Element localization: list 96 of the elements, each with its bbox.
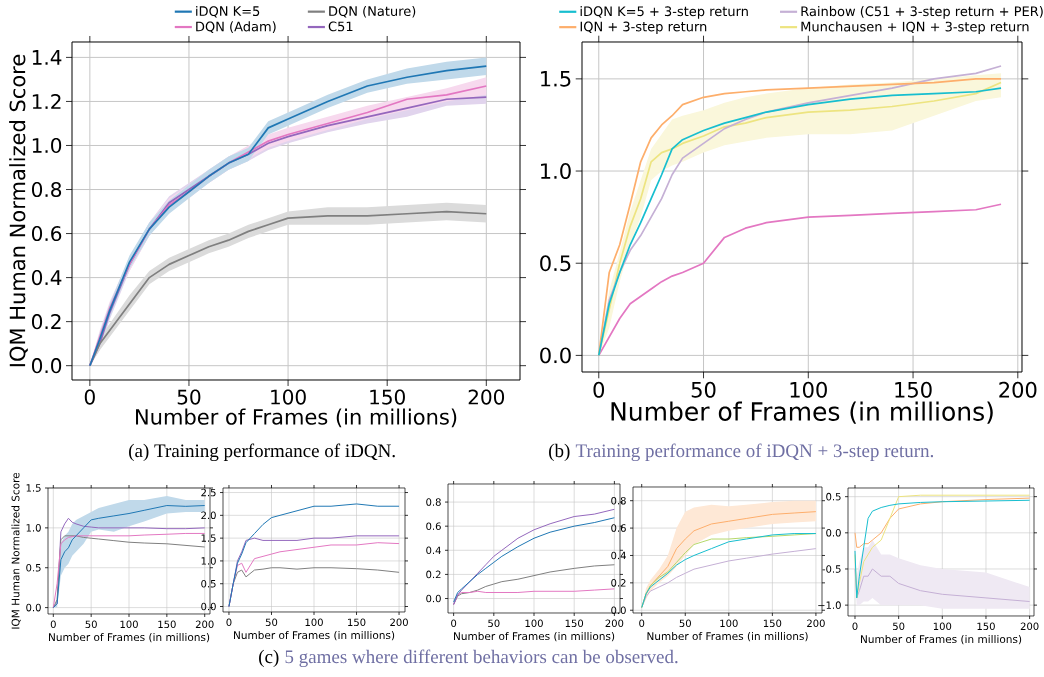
text: (c): [259, 649, 279, 668]
x-axis-title: Number of Frames (in millions): [611, 401, 993, 424]
y-axis-title: IQM Human Normalized Score: [11, 472, 21, 629]
y-tick-label: 0.0: [26, 603, 41, 612]
x-tick-label: 200: [390, 618, 408, 627]
y-tick-label: 0.5: [26, 563, 41, 572]
x-tick-label: 200: [195, 620, 214, 629]
legend-label: IQN + 3-step return: [580, 21, 707, 34]
y-tick-label: 1.0: [541, 163, 571, 179]
y-tick-label: 0.6: [426, 522, 441, 530]
x-tick-label: 200: [807, 619, 825, 628]
x-tick-label: 150: [895, 381, 932, 398]
y-tick-label: 0.4: [31, 270, 62, 286]
y-tick-label: 0.6: [611, 524, 626, 532]
x-tick-label: 0: [84, 389, 95, 405]
x-tick-label: 50: [893, 622, 905, 631]
x-tick-label: 0: [50, 620, 56, 629]
y-tick-label: 0.5: [826, 492, 841, 501]
y-tick-label: 2.5: [201, 488, 216, 497]
y-tick-label: 1.5: [26, 484, 41, 492]
x-tick-label: 50: [265, 618, 278, 627]
y-tick-label: 0.5: [540, 255, 571, 272]
x-axis-title: Number of Frames (in millions): [136, 408, 457, 428]
legend-label: DQN (Nature): [329, 5, 416, 18]
x-tick-label: 200: [1020, 622, 1039, 631]
y-tick-label: 0.8: [611, 496, 626, 505]
x-tick-label: 0: [852, 622, 858, 631]
x-tick-label: 50: [691, 381, 716, 398]
x-tick-label: 100: [120, 620, 138, 629]
y-tick-label: 1.0: [26, 524, 41, 532]
line-series: [854, 568, 1031, 603]
legend-label: iDQN K=5 + 3-step return: [580, 6, 748, 19]
line-series: [854, 497, 1031, 548]
legend-label: DQN (Adam): [196, 21, 276, 33]
y-tick-label: 0.0: [611, 606, 626, 615]
x-tick-label: 200: [605, 619, 624, 628]
y-tick-label: 0.2: [611, 579, 626, 587]
y-tick-label: 0.0: [201, 602, 216, 611]
y-tick-label: 1.0: [201, 557, 216, 565]
x-tick-label: 50: [488, 619, 500, 628]
y-tick-label: 0.4: [611, 551, 626, 560]
x-axis-title: Number of Frames (in millions): [49, 632, 210, 643]
y-tick-label: 0.0: [31, 358, 62, 374]
x-tick-label: 100: [525, 619, 543, 628]
y-axis-title: IQM Human Normalized Score: [9, 54, 28, 367]
x-tick-label: 0: [593, 381, 605, 398]
x-tick-label: 150: [565, 619, 584, 628]
x-tick-label: 50: [85, 620, 97, 629]
legend-label: iDQN K=5: [196, 5, 260, 18]
x-tick-label: 150: [370, 389, 405, 405]
y-tick-label: 0.4: [426, 546, 441, 555]
y-tick-label: 0.2: [31, 314, 61, 330]
legend-label: C51: [328, 21, 353, 32]
y-tick-label: −1.0: [818, 601, 841, 609]
x-tick-label: 150: [158, 620, 176, 629]
y-tick-label: 0.8: [31, 181, 62, 198]
x-tick-label: 150: [763, 619, 782, 628]
x-tick-label: 50: [177, 389, 201, 405]
y-tick-label: 0.6: [31, 226, 62, 242]
x-tick-label: 0: [639, 619, 645, 628]
legend-label: Rainbow (C51 + 3-step return + PER): [801, 6, 1043, 19]
x-tick-label: 200: [999, 381, 1037, 398]
y-tick-label: -0.5: [822, 565, 841, 573]
x-axis-title: Number of Frames (in millions): [647, 631, 808, 642]
y-tick-label: 1.4: [32, 50, 62, 65]
text: Training performance of iDQN + 3-step return.: [575, 443, 934, 462]
text: (b): [549, 443, 570, 462]
text: (a) Training performance of iDQN.: [129, 443, 395, 462]
x-tick-label: 100: [933, 622, 952, 631]
x-tick-label: 100: [790, 381, 827, 398]
x-tick-label: 150: [977, 622, 995, 631]
x-tick-label: 50: [679, 619, 691, 628]
y-tick-label: 1.5: [541, 71, 571, 87]
y-tick-label: 0.0: [540, 347, 571, 364]
y-tick-label: 0.0: [426, 594, 441, 603]
y-tick-label: 1.0: [32, 137, 62, 154]
legend-label: Munchausen + IQN + 3-step return: [801, 21, 1029, 35]
x-tick-label: 100: [720, 619, 738, 628]
y-tick-label: 1.5: [201, 534, 216, 542]
x-tick-label: 0: [451, 619, 457, 628]
x-tick-label: 100: [305, 618, 323, 627]
y-tick-label: 1.2: [32, 94, 61, 109]
x-tick-label: 200: [468, 389, 505, 405]
y-tick-label: 0.2: [426, 570, 441, 579]
text: 5 games where different behaviors can be observed.: [285, 649, 678, 668]
y-tick-label: 0.8: [426, 498, 441, 506]
x-axis-title: Number of Frames (in millions): [454, 631, 615, 642]
y-tick-label: 0.0: [826, 529, 841, 537]
x-axis-title: Number of Frames (in millions): [861, 634, 1022, 645]
y-tick-label: 0.5: [201, 579, 216, 588]
y-tick-label: 2.0: [201, 511, 216, 520]
line-series: [641, 533, 817, 609]
x-axis-title: Number of Frames (in millions): [234, 630, 395, 641]
x-tick-label: 150: [348, 618, 366, 627]
x-tick-label: 0: [226, 618, 232, 627]
x-tick-label: 100: [271, 389, 306, 405]
